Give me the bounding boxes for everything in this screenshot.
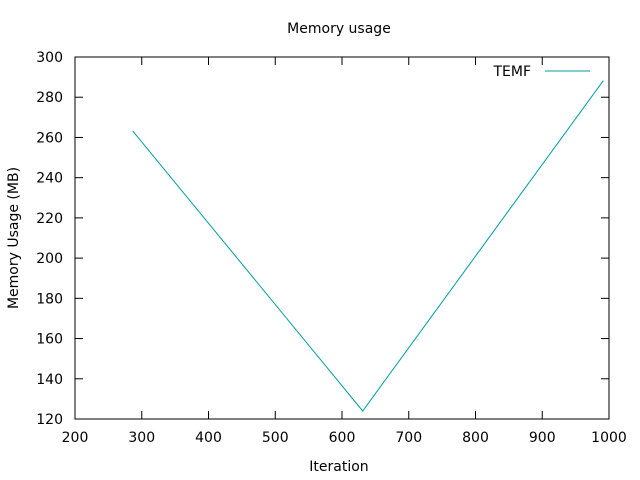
chart-title: Memory usage: [287, 21, 391, 37]
legend: TEMF: [492, 64, 590, 80]
x-axis-ticks: 200 300 400 500 600 700 800 900 1000: [62, 57, 627, 446]
y-tick-label: 220: [36, 211, 63, 227]
x-tick-label: 800: [462, 430, 489, 446]
series-line-temf: [132, 80, 604, 412]
y-tick-label: 260: [36, 130, 63, 146]
y-axis-ticks: 120 140 160 180 200 220 240 260 280 300: [36, 50, 609, 428]
x-tick-label: 1000: [591, 430, 627, 446]
x-tick-label: 700: [395, 430, 422, 446]
y-tick-label: 240: [36, 171, 63, 187]
y-tick-label: 140: [36, 372, 63, 388]
x-tick-label: 200: [62, 430, 89, 446]
x-tick-label: 300: [128, 430, 155, 446]
y-axis-label: Memory Usage (MB): [6, 167, 22, 309]
x-tick-label: 400: [195, 430, 222, 446]
x-tick-label: 600: [329, 430, 356, 446]
data-point: [362, 410, 364, 412]
x-axis-label: Iteration: [309, 459, 368, 475]
x-tick-label: 900: [529, 430, 556, 446]
y-tick-label: 160: [36, 332, 63, 348]
series-layer: [132, 80, 604, 412]
plot-frame: [74, 56, 610, 420]
y-tick-label: 180: [36, 291, 63, 307]
y-tick-label: 200: [36, 251, 63, 267]
legend-label: TEMF: [492, 64, 531, 80]
y-tick-label: 300: [36, 50, 63, 66]
data-point: [602, 80, 604, 82]
y-tick-label: 280: [36, 90, 63, 106]
data-point: [132, 130, 134, 133]
y-tick-label: 120: [36, 412, 63, 428]
x-tick-label: 500: [262, 430, 289, 446]
